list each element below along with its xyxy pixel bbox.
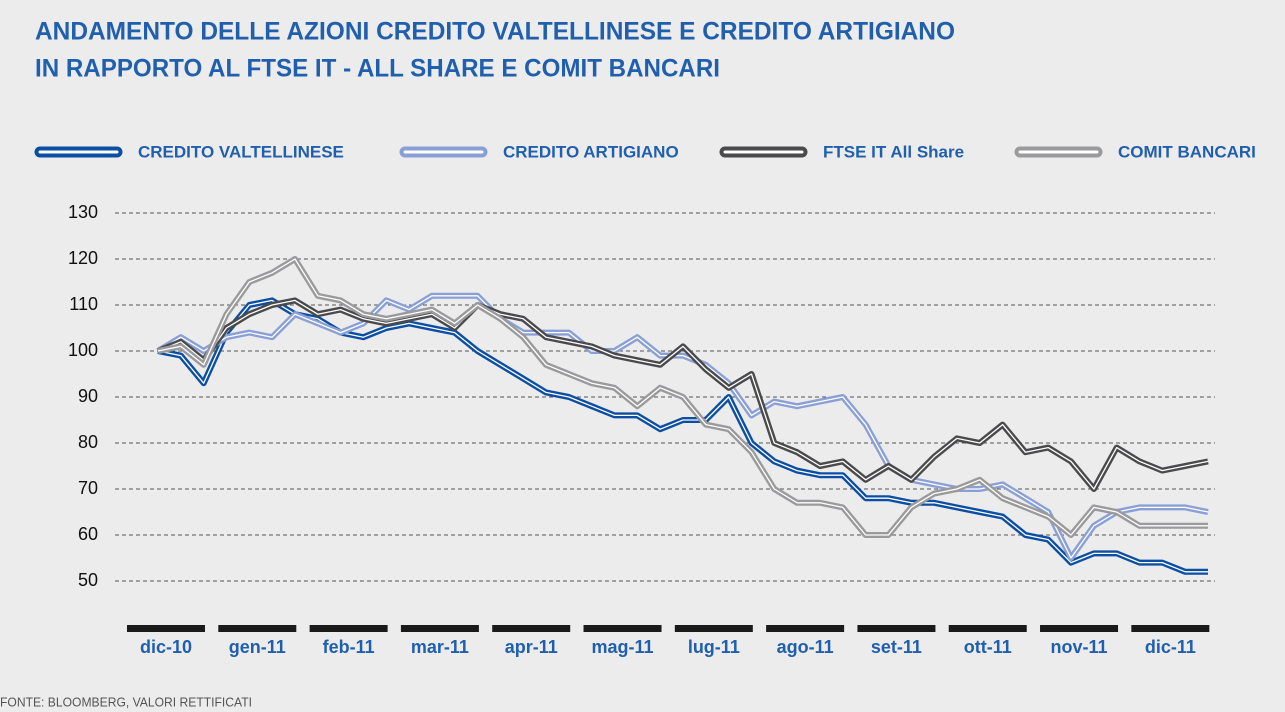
x-axis-bar <box>1131 625 1210 632</box>
x-tick-label: dic-11 <box>1145 637 1196 657</box>
x-axis-bar <box>127 625 205 632</box>
legend-label: FTSE IT All Share <box>823 142 964 161</box>
x-tick-label: gen-11 <box>229 637 286 657</box>
x-tick-label: apr-11 <box>505 637 558 657</box>
x-axis-bar <box>400 625 479 632</box>
y-tick-label: 50 <box>78 570 98 590</box>
x-tick-label: feb-11 <box>323 637 375 657</box>
x-axis-bar <box>948 625 1027 632</box>
x-tick-label: mag-11 <box>591 637 653 657</box>
x-axis-bar <box>309 625 388 632</box>
chart-title: IN RAPPORTO AL FTSE IT - ALL SHARE E COM… <box>35 55 720 83</box>
y-tick-label: 120 <box>68 248 98 268</box>
series-line-core <box>157 258 1208 536</box>
y-tick-label: 110 <box>69 294 98 314</box>
y-tick-label: 130 <box>68 202 98 222</box>
x-axis-bar <box>218 625 297 632</box>
x-axis-bar <box>857 625 936 632</box>
y-tick-label: 60 <box>78 524 98 544</box>
y-tick-label: 80 <box>78 432 98 452</box>
chart-title: ANDAMENTO DELLE AZIONI CREDITO VALTELLIN… <box>35 18 955 46</box>
legend-label: CREDITO VALTELLINESE <box>138 142 344 161</box>
x-tick-label: ott-11 <box>964 637 1012 657</box>
x-axis-bar <box>583 625 662 632</box>
y-tick-label: 100 <box>68 340 98 360</box>
series-line-core <box>157 295 1209 559</box>
source: FONTE: BLOOMBERG, VALORI RETTIFICATI <box>0 694 252 709</box>
x-axis-bar <box>492 625 571 632</box>
x-tick-label: set-11 <box>871 637 922 657</box>
x-tick-label: lug-11 <box>688 637 740 657</box>
x-axis-bar <box>766 625 845 632</box>
x-axis-bar <box>1040 625 1119 632</box>
legend-label: CREDITO ARTIGIANO <box>503 142 679 161</box>
x-tick-label: dic-10 <box>140 637 192 657</box>
x-tick-label: ago-11 <box>777 637 834 657</box>
y-tick-label: 90 <box>78 386 98 406</box>
y-tick-label: 70 <box>78 478 98 498</box>
x-axis-bar <box>674 625 753 632</box>
series-line-core <box>157 299 1209 490</box>
x-tick-label: mar-11 <box>411 637 469 657</box>
legend-label: COMIT BANCARI <box>1118 142 1256 161</box>
x-tick-label: nov-11 <box>1051 637 1108 657</box>
